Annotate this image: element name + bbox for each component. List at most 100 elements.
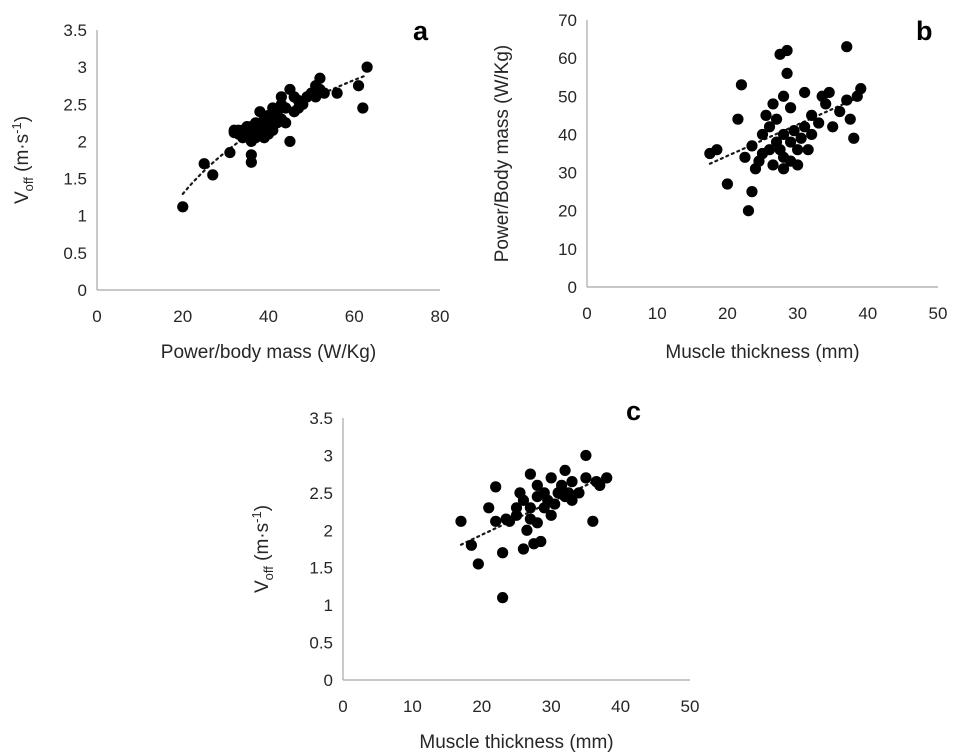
panel-c-data-point [573, 487, 585, 499]
panel-b-data-point [784, 102, 797, 114]
panel-b-data-point [777, 163, 790, 175]
panel-a-data-point [280, 117, 292, 129]
panel-c-data-point [559, 464, 571, 476]
panel-b-x-tick-label: 10 [648, 304, 667, 323]
panel-c-data-point [465, 539, 477, 551]
panel-c-data-point [545, 472, 557, 484]
panel-a-data-point [275, 91, 287, 103]
panel-b-data-point [799, 86, 811, 99]
panel-b-data-point [802, 144, 814, 156]
panel-b-data-point [735, 79, 748, 91]
panel-b-y-axis-label: Power/Body mass (W/Kg) [492, 45, 513, 263]
panel-b-data-point [799, 121, 811, 133]
panel-b-data-point [820, 98, 832, 110]
panel-c-x-tick-label: 0 [338, 697, 347, 716]
panel-c-data-point [549, 498, 561, 510]
panel-c-y-tick-label: 0 [324, 671, 333, 690]
panel-b-data-point [813, 117, 825, 129]
panel-b-data-point [777, 128, 790, 141]
panel-c-data-point [566, 494, 578, 506]
panel-b: 0 10 20 30 40 50 60 70 0 10 20 30 40 50 Muscle thick… [492, 11, 947, 363]
panel-a-y-tick-label: 2 [78, 132, 87, 151]
panel-a-data-point [284, 135, 296, 148]
panel-b-y-tick-label: 30 [558, 164, 577, 183]
panel-b-data-point [795, 132, 807, 144]
panel-b-data-point [784, 136, 797, 148]
panel-b-data-point [721, 178, 734, 190]
panel-a-x-tick-label: 80 [431, 307, 450, 326]
panel-a-x-tick-label: 0 [92, 307, 101, 326]
panel-b-data-point [732, 113, 744, 125]
panel-a-y-tick-label: 1 [78, 207, 87, 226]
panel-c-data-point [455, 515, 467, 527]
panel-b-data-point [841, 94, 853, 106]
panel-b-data-point [855, 83, 867, 95]
panel-b-y-tick-label: 10 [558, 240, 577, 259]
panel-c-data-point [517, 543, 530, 555]
panel-a-x-axis-label: Power/body mass (W/Kg) [161, 342, 376, 363]
panel-b-data-point [767, 98, 779, 110]
panel-b-data-point [806, 128, 818, 141]
panel-c-data-point [580, 472, 592, 484]
panel-a-y-tick-label: 3.5 [63, 21, 87, 40]
panel-a-data-point [318, 87, 330, 99]
panel-a-label: a [413, 16, 429, 46]
panel-a-data-point [357, 102, 369, 114]
panel-a-data-point [224, 146, 236, 159]
panel-c-data-point [531, 517, 543, 529]
panel-a-y-tick-label: 1.5 [63, 170, 87, 189]
panel-a-y-axis-label: Voff (m·s-1) [9, 116, 36, 204]
panel-a-data-point [331, 87, 343, 99]
panel-b-y-tick-label: 60 [558, 49, 577, 68]
panel-b-data-point [767, 159, 779, 171]
panel-b-data-point [739, 151, 751, 163]
panel-a-y-tick-label: 2.5 [63, 95, 87, 114]
panel-a-y-tick-label: 0 [78, 281, 87, 300]
panel-c-data-point [490, 515, 502, 527]
panel-a: 0 0.5 1 1.5 2 2.5 3 3.5 0 20 40 60 80 Power/body ma… [9, 16, 449, 363]
panel-a-data-point [245, 149, 257, 161]
panel-b-data-point [827, 121, 839, 133]
panel-b-data-point [848, 132, 860, 144]
panel-c-data-point [510, 502, 523, 514]
panel-c-data-point [556, 479, 568, 491]
panel-b-x-tick-label: 20 [718, 304, 737, 323]
panel-a-y-tick-label: 0.5 [63, 244, 87, 263]
panel-b-data-point [711, 144, 723, 156]
panel-c-y-tick-label: 1.5 [309, 559, 333, 578]
panel-b-trendline [708, 95, 862, 165]
panel-b-data-point [777, 90, 790, 102]
panel-b-x-tick-label: 30 [788, 304, 807, 323]
panel-c-y-tick-label: 2 [324, 521, 333, 540]
panel-c-data-point [517, 494, 530, 506]
panel-c-y-axis-label: Voff (m·s-1) [249, 505, 276, 593]
panel-c-data-point [497, 547, 509, 559]
panel-b-data-point [746, 186, 758, 198]
panel-a-data-point [352, 80, 365, 92]
panel-c-label: c [626, 396, 641, 426]
panel-c-data-point [566, 476, 578, 488]
panel-c-data-point [531, 479, 543, 491]
panel-b-data-point [781, 67, 793, 79]
panel-c-data-point [587, 515, 599, 527]
panel-c-y-tick-label: 0.5 [309, 634, 333, 653]
panel-b-data-point [746, 140, 758, 152]
panel-c-data-point [497, 592, 509, 604]
panel-c-x-tick-label: 30 [542, 697, 561, 716]
panel-c-data-point [521, 524, 533, 536]
panel-c-data-point [490, 481, 502, 493]
panel-c: 0 0.5 1 1.5 2 2.5 3 3.5 0 10 20 30 40 50 Muscle thic… [249, 396, 699, 753]
panel-a-data-point [280, 102, 292, 114]
panel-b-y-tick-label: 40 [558, 125, 577, 144]
panel-c-data-point [524, 468, 536, 480]
panel-c-x-tick-label: 20 [472, 697, 491, 716]
panel-c-x-tick-label: 50 [681, 697, 700, 716]
panel-b-x-tick-label: 0 [582, 304, 591, 323]
panel-c-data-point [580, 449, 592, 462]
panel-b-data-point [806, 109, 818, 121]
panel-b-data-point [841, 41, 853, 53]
panel-a-x-tick-label: 40 [259, 307, 278, 326]
panel-b-data-point [781, 44, 793, 57]
panel-a-data-point [361, 61, 373, 73]
panel-b-data-point [763, 144, 776, 156]
